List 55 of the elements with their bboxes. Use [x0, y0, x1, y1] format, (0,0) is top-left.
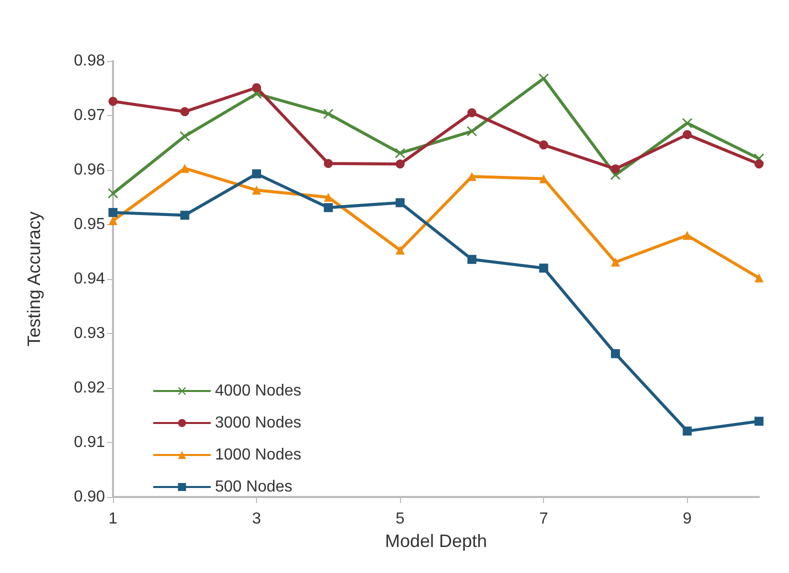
x-tick-label: 7 — [539, 510, 548, 528]
point — [682, 426, 692, 436]
point — [754, 273, 764, 282]
point — [180, 164, 190, 173]
x-tick-label: 9 — [682, 510, 692, 528]
legend-label: 4000 Nodes — [215, 382, 302, 400]
y-tick-label: 0.90 — [74, 488, 106, 506]
x-tick-label: 5 — [396, 510, 405, 528]
point — [539, 140, 548, 150]
point — [252, 169, 262, 178]
x-tick-label: 3 — [252, 510, 262, 528]
x-tick-label: 1 — [108, 510, 118, 528]
point — [754, 160, 764, 168]
point — [610, 349, 620, 358]
y-tick-label: 0.91 — [74, 434, 106, 451]
point — [682, 118, 692, 128]
legend-label: 3000 Nodes — [215, 414, 302, 432]
point — [610, 164, 620, 174]
point — [108, 208, 118, 218]
point — [538, 73, 549, 84]
point — [180, 107, 190, 116]
point — [108, 216, 118, 226]
y-tick-label: 0.97 — [74, 107, 106, 124]
point — [323, 108, 334, 119]
point — [754, 416, 764, 426]
point — [610, 258, 620, 267]
point — [467, 108, 476, 118]
point — [180, 210, 190, 220]
point — [396, 160, 405, 168]
point — [180, 131, 190, 142]
x-axis-title: Model Depth — [384, 530, 488, 551]
point — [539, 264, 548, 273]
point — [466, 126, 477, 136]
legend-label: 500 Nodes — [215, 478, 292, 496]
point — [324, 158, 333, 168]
point — [252, 83, 262, 92]
legend-label: 1000 Nodes — [215, 446, 302, 464]
point — [108, 96, 118, 106]
y-tick-label: 0.96 — [74, 162, 106, 178]
y-tick-label: 0.93 — [74, 325, 106, 342]
point — [324, 192, 333, 202]
point — [324, 203, 333, 212]
y-tick-label: 0.92 — [74, 380, 106, 396]
point — [108, 188, 118, 198]
point — [682, 230, 692, 240]
point — [252, 186, 262, 195]
point — [467, 254, 476, 264]
y-tick-label: 0.94 — [74, 270, 106, 288]
y-tick-label: 0.98 — [74, 52, 106, 70]
point — [396, 246, 405, 255]
point — [682, 130, 692, 140]
point — [396, 198, 405, 208]
point — [395, 148, 406, 158]
y-tick-label: 0.95 — [74, 216, 106, 233]
y-axis-title: Testing Accuracy — [24, 211, 44, 347]
